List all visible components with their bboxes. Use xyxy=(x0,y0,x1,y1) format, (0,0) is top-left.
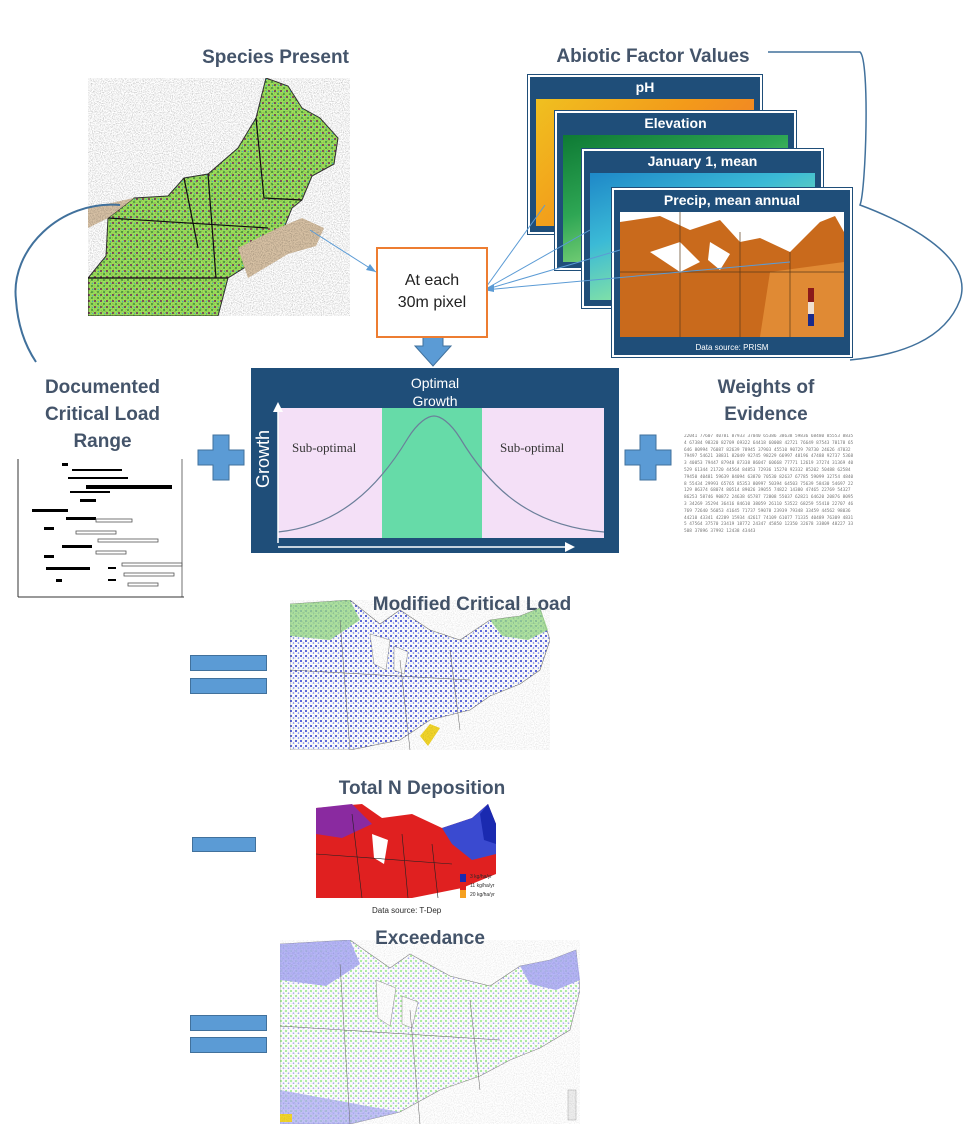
deposition-legend-11: 11 kg/ha/yr xyxy=(470,883,495,889)
deposition-source: Data source: T-Dep xyxy=(372,906,442,915)
optimal-growth-label: Optimal Growth xyxy=(251,374,619,410)
title-line: Documented xyxy=(44,377,161,398)
pixel-box: At each 30m pixel xyxy=(376,247,488,338)
title-species-present: Species Present xyxy=(202,47,349,68)
title-weights-of-evidence: Weights of Evidence xyxy=(696,374,836,428)
label-line: Optimal xyxy=(410,375,460,391)
weights-of-evidence-numbers: 22041 77607 40781 87933 37040 65386 3863… xyxy=(684,434,854,535)
title-total-n-deposition: Total N Deposition xyxy=(338,778,506,799)
equals-sign-top xyxy=(190,1015,267,1031)
exceedance-map xyxy=(280,940,580,1124)
equals-sign-bottom xyxy=(190,678,267,694)
title-line: Range xyxy=(73,431,132,452)
panel-title: January 1, mean xyxy=(647,153,758,169)
modified-critical-load-map xyxy=(290,600,550,750)
title-line: Evidence xyxy=(724,404,808,425)
title-abiotic-factor-values: Abiotic Factor Values xyxy=(556,46,750,67)
growth-plot-area: Sub-optimal Sub-optimal xyxy=(278,408,604,538)
panel-title: pH xyxy=(635,79,655,95)
deposition-legend-3: 3 kg/ha/yr xyxy=(470,874,492,880)
title-line: Critical Load xyxy=(44,404,161,425)
total-n-deposition-map: 3 kg/ha/yr 11 kg/ha/yr 20 kg/ha/yr Data … xyxy=(312,804,500,916)
deposition-legend-20: 20 kg/ha/yr xyxy=(470,892,495,898)
suboptimal-right-label: Sub-optimal xyxy=(500,440,565,455)
minus-sign xyxy=(192,837,256,852)
species-present-map xyxy=(88,78,350,316)
growth-axes xyxy=(273,402,575,552)
pixel-box-line: 30m pixel xyxy=(397,294,467,311)
suboptimal-left-label: Sub-optimal xyxy=(292,440,357,455)
growth-curve xyxy=(278,415,604,533)
panel-title: Precip, mean annual xyxy=(663,192,801,208)
equals-sign-bottom xyxy=(190,1037,267,1053)
precip-source: Data source: PRISM xyxy=(695,343,769,352)
optimal-band xyxy=(382,408,482,538)
growth-curve-panel: Optimal Growth Growth Sub-optimal Sub-op… xyxy=(251,368,619,553)
title-documented-critical-load-range: Documented Critical Load Range xyxy=(20,374,185,455)
critical-load-range-table xyxy=(16,455,186,600)
label-line: Growth xyxy=(412,393,458,409)
equals-sign-top xyxy=(190,655,267,671)
title-line: Weights of xyxy=(717,377,815,398)
pixel-box-line: At each xyxy=(404,272,460,289)
panel-title: Elevation xyxy=(644,115,707,131)
